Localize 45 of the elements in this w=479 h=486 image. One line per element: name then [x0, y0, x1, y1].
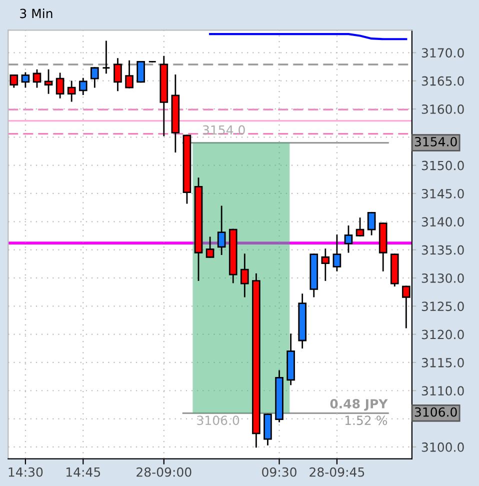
y-tick-label: 3170.0: [422, 48, 464, 58]
y-tick-label: 3110.0: [422, 386, 464, 396]
y-tick-label: 3120.0: [422, 330, 464, 340]
y-tick-label: 3115.0: [422, 358, 464, 368]
x-tick-label: 28-09:45: [310, 467, 364, 477]
candlestick: [32, 69, 42, 88]
candlestick: [10, 74, 18, 88]
candlestick: [125, 60, 134, 88]
candlestick: [21, 72, 30, 88]
annotation: 1.52 %: [345, 416, 388, 426]
candlestick: [332, 234, 342, 272]
candlestick: [102, 40, 110, 74]
candlestick: [56, 72, 64, 98]
candlestick: [367, 212, 376, 236]
y-tick-label: 3100.0: [422, 442, 464, 452]
candlestick: [67, 80, 76, 102]
x-tick-label: 09:30: [262, 467, 296, 477]
ref-line-label: 3106.0: [197, 416, 240, 426]
ref-line-label: 3154.0: [202, 125, 245, 135]
annotation: 0.48 JPY: [330, 399, 388, 411]
candlestick: [240, 254, 249, 298]
candlestick: [217, 206, 226, 256]
candlestick: [206, 236, 214, 258]
y-tick-label: 3150.0: [422, 160, 464, 170]
candlestick: [78, 78, 88, 96]
candlestick: [44, 69, 53, 94]
candlestick: [356, 218, 364, 236]
candlestick: [114, 58, 122, 92]
y-tick-label: 3165.0: [422, 76, 464, 86]
y-tick-label: 3140.0: [422, 217, 464, 227]
x-tick-label: 14:30: [8, 467, 43, 477]
y-tick-label: 3145.0: [422, 188, 464, 198]
x-tick-label: 28-09:00: [136, 467, 192, 477]
y-tick-label: 3125.0: [422, 302, 464, 312]
candlestick: [344, 225, 353, 253]
candlestick: [321, 248, 330, 281]
y-tick-label: 3160.0: [422, 104, 464, 114]
candlestick: [136, 60, 145, 83]
text: 3154.0: [414, 136, 457, 146]
chart-title: 3 Min: [20, 8, 52, 18]
x-tick-label: 14:45: [66, 468, 100, 477]
text: 3106.0: [414, 407, 457, 417]
y-tick-label: 3130.0: [422, 273, 464, 283]
y-tick-label: 3135.0: [422, 245, 464, 255]
candlestick: [90, 67, 99, 88]
